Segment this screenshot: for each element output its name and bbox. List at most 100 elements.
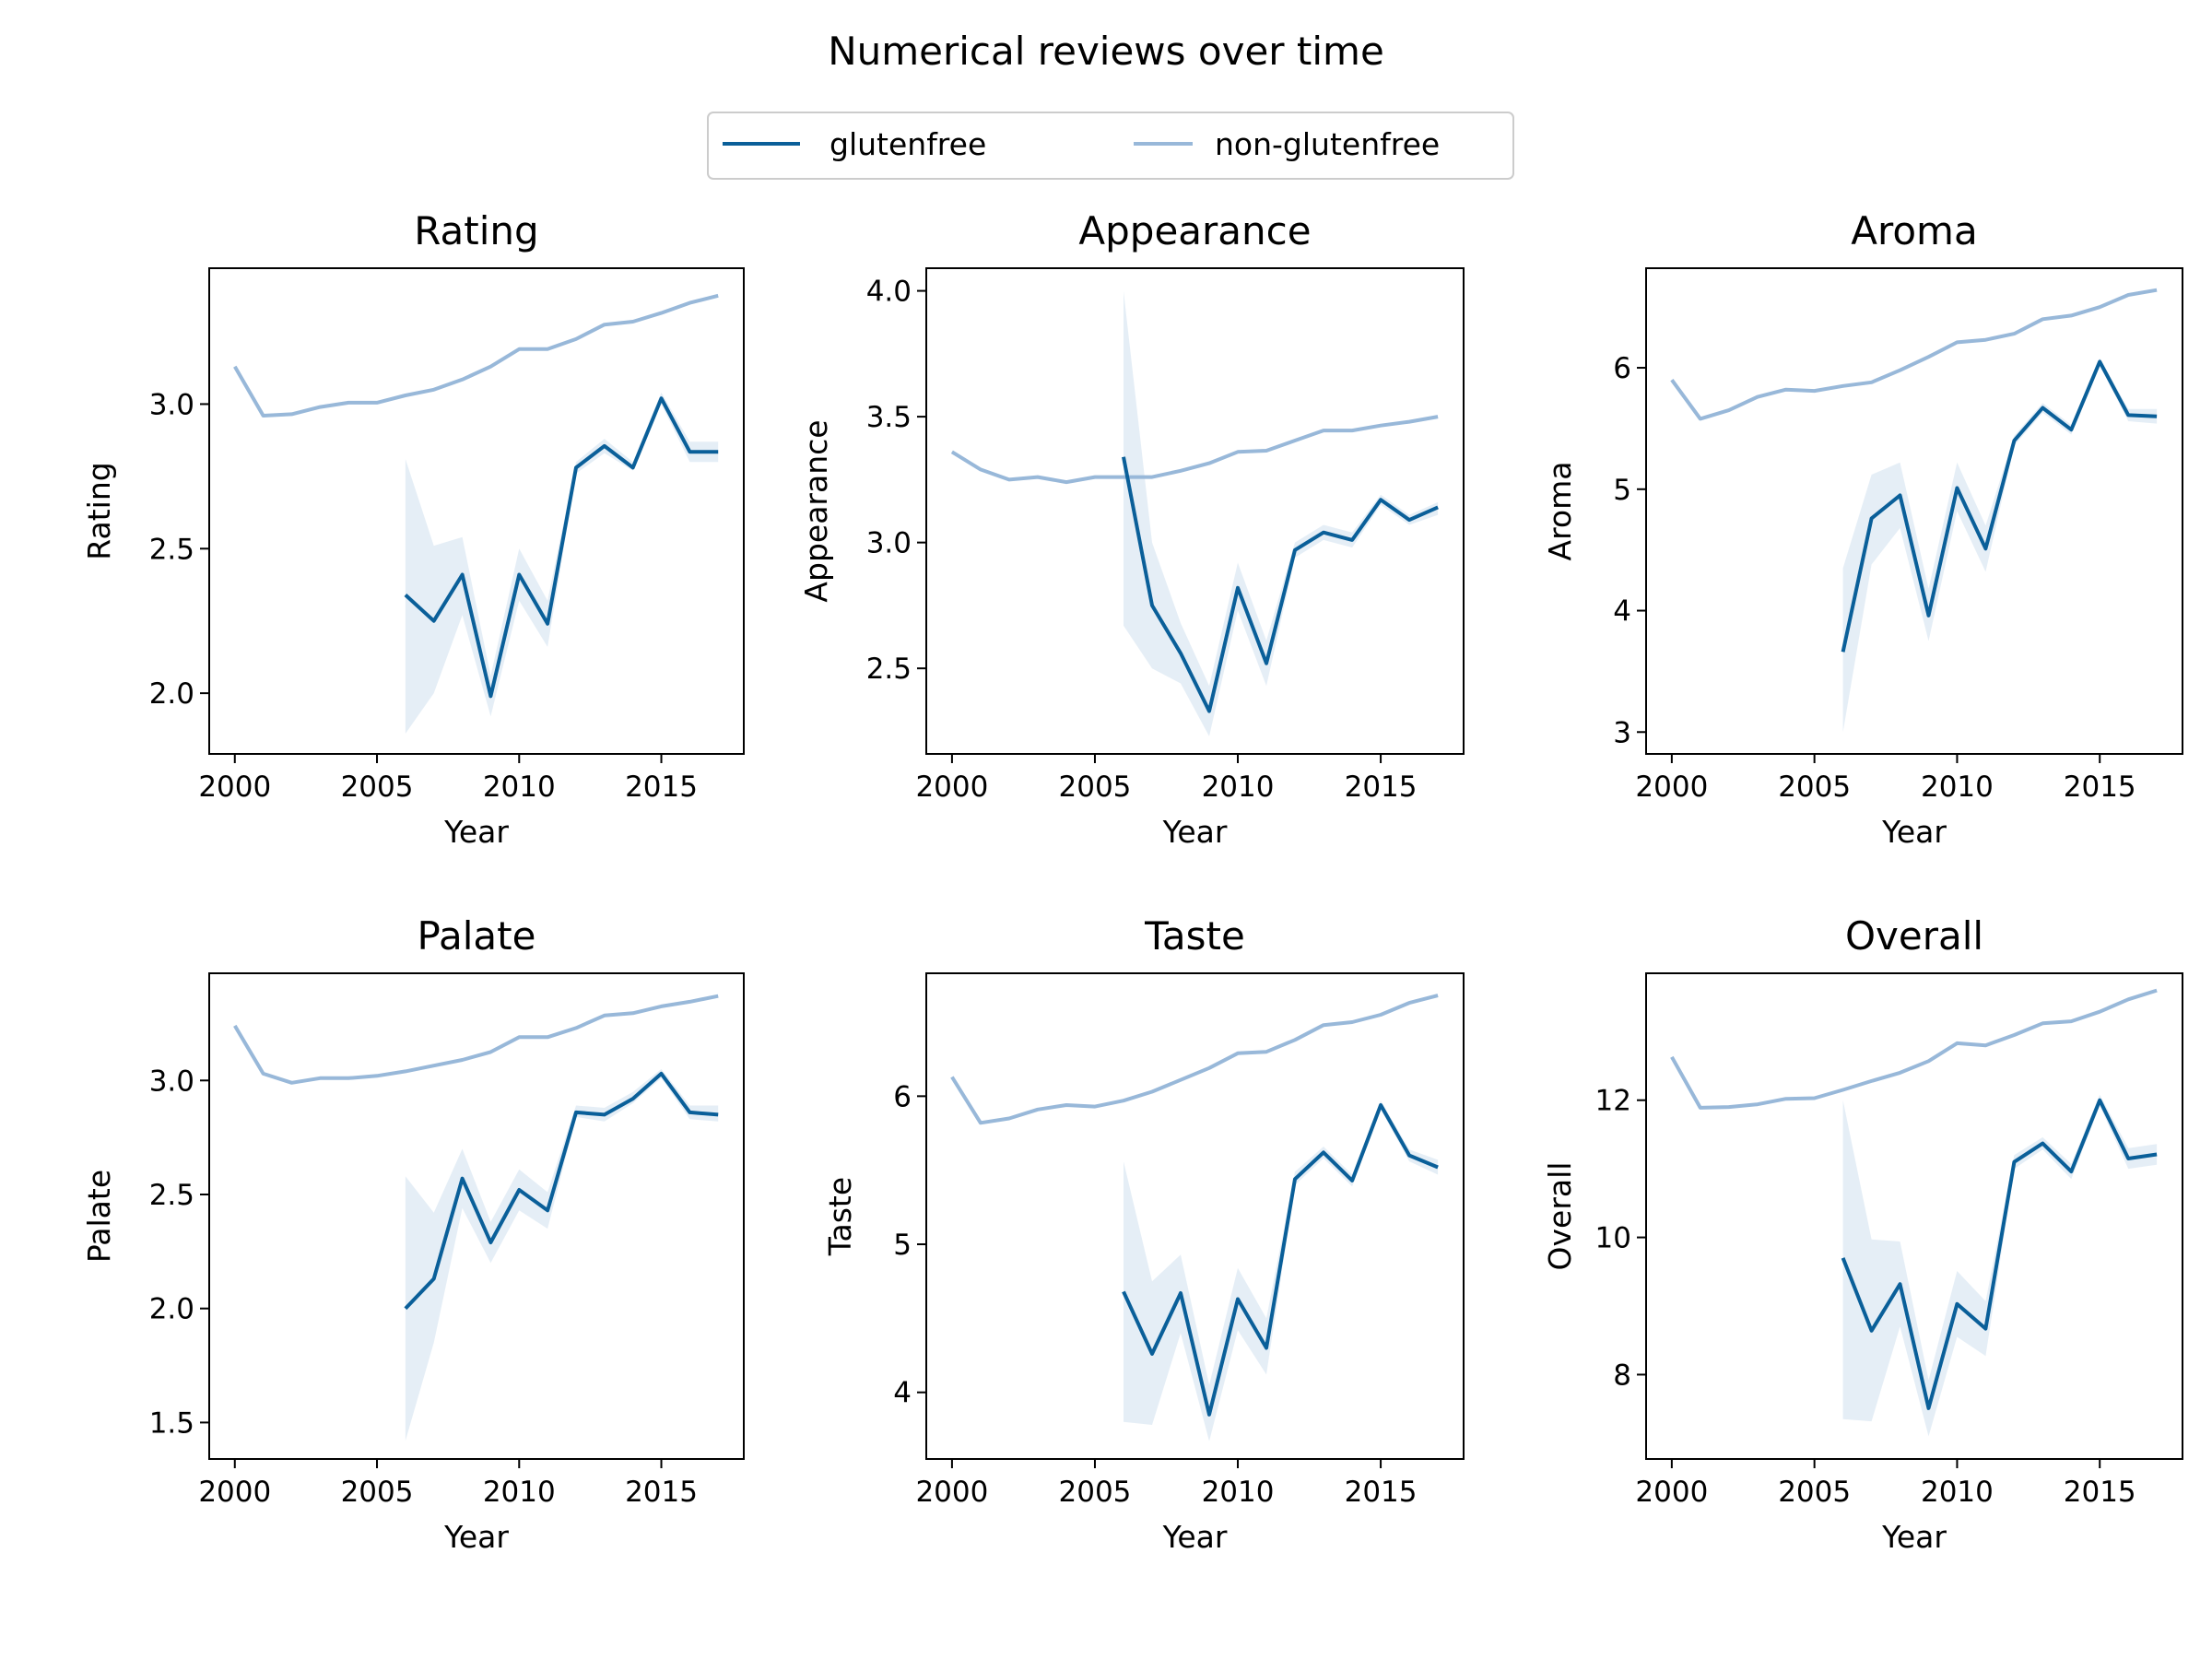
legend: glutenfree non-glutenfree — [707, 112, 1514, 180]
y-tick-label: 6 — [1613, 352, 1631, 385]
x-tick-label: 2005 — [1778, 1476, 1851, 1509]
subplot-title: Rating — [414, 208, 538, 253]
y-tick-label: 3.5 — [866, 401, 912, 434]
subplot-title: Taste — [1144, 913, 1245, 959]
x-tick-label: 2015 — [1345, 771, 1418, 804]
axes-frame — [208, 267, 745, 755]
plot-area — [233, 293, 719, 734]
y-tick-label: 2.0 — [149, 677, 194, 711]
x-tick-label: 2000 — [915, 1476, 988, 1509]
plot-area — [950, 994, 1439, 1441]
y-axis-label: Appearance — [798, 419, 834, 602]
glutenfree-line — [1122, 1103, 1439, 1417]
axes-frame — [1645, 267, 2183, 755]
x-tick-label: 2010 — [1921, 771, 1994, 804]
x-tick-label: 2010 — [483, 771, 556, 804]
x-tick-label: 2010 — [1202, 771, 1275, 804]
x-tick-label: 2005 — [1778, 771, 1851, 804]
x-tick-label: 2010 — [1921, 1476, 1994, 1509]
x-tick-label: 2005 — [1059, 771, 1132, 804]
x-tick-label: 2015 — [625, 1476, 698, 1509]
x-tick-label: 2005 — [1059, 1476, 1132, 1509]
y-axis-label: Taste — [822, 1177, 858, 1256]
subplot-overall: 2000 2005 2010 2015 8 10 12 Overall Year Overall — [1542, 913, 2183, 1555]
axes-frame — [208, 972, 745, 1460]
non-glutenfree-line — [950, 994, 1439, 1125]
x-tick-label: 2000 — [198, 1476, 271, 1509]
axes-frame — [925, 972, 1465, 1460]
axes-frame — [1645, 972, 2183, 1460]
y-tick-label: 8 — [1613, 1359, 1631, 1392]
x-tick-label: 2000 — [915, 771, 988, 804]
plot-area — [1670, 988, 2158, 1437]
x-axis-label: Year — [443, 814, 509, 850]
x-tick-label: 2005 — [341, 771, 414, 804]
y-axis-label: Overall — [1542, 1162, 1578, 1271]
y-tick-label: 2.0 — [149, 1293, 194, 1326]
plot-area — [233, 994, 719, 1441]
glutenfree-confidence-band — [1842, 1094, 2158, 1437]
subplot-aroma: 2000 2005 2010 2015 3 4 5 6 Aroma Year Aroma — [1542, 208, 2183, 850]
legend-label-non-glutenfree: non-glutenfree — [1215, 126, 1440, 162]
glutenfree-confidence-band — [1124, 290, 1439, 736]
subplot-palate: 2000 2005 2010 2015 1.5 2.0 2.5 3.0 Palate Year Pa… — [81, 913, 745, 1555]
x-axis-label: Year — [1881, 814, 1947, 850]
x-tick-label: 2010 — [483, 1476, 556, 1509]
y-tick-label: 12 — [1595, 1085, 1631, 1118]
x-tick-label: 2015 — [2064, 1476, 2136, 1509]
x-axis-label: Year — [1162, 1519, 1228, 1555]
y-tick-label: 5 — [893, 1229, 912, 1262]
figure-title: Numerical reviews over time — [828, 29, 1384, 74]
non-glutenfree-line — [950, 415, 1439, 485]
y-axis-label: Rating — [81, 462, 117, 559]
x-axis-label: Year — [1162, 814, 1228, 850]
x-tick-label: 2000 — [1635, 1476, 1708, 1509]
y-tick-label: 5 — [1613, 474, 1631, 507]
glutenfree-line — [1841, 1098, 2158, 1410]
non-glutenfree-line — [1670, 288, 2158, 421]
x-tick-label: 2000 — [1635, 771, 1708, 804]
y-axis-label: Aroma — [1542, 462, 1578, 561]
glutenfree-line — [1841, 359, 2158, 653]
subplot-grid: 2000 2005 2010 2015 2.0 2.5 3.0 Rating Year Ratin… — [81, 208, 2183, 1555]
y-tick-label: 4 — [1613, 595, 1631, 629]
y-tick-label: 3 — [1613, 716, 1631, 749]
y-tick-label: 2.5 — [866, 653, 912, 686]
x-tick-label: 2015 — [625, 771, 698, 804]
non-glutenfree-line — [1670, 988, 2158, 1110]
subplot-appearance: 2000 2005 2010 2015 2.5 3.0 3.5 4.0 Appearance Ye… — [798, 208, 1465, 850]
y-tick-label: 4.0 — [866, 276, 912, 309]
y-tick-label: 10 — [1595, 1222, 1631, 1255]
glutenfree-line — [1122, 456, 1439, 713]
x-tick-label: 2010 — [1202, 1476, 1275, 1509]
x-axis-label: Year — [443, 1519, 509, 1555]
y-tick-label: 2.5 — [149, 1179, 194, 1212]
y-tick-label: 4 — [893, 1377, 912, 1410]
y-axis-label: Palate — [81, 1170, 117, 1263]
subplot-title: Appearance — [1078, 208, 1311, 253]
non-glutenfree-line — [233, 293, 719, 418]
x-tick-label: 2015 — [2064, 771, 2136, 804]
glutenfree-confidence-band — [1842, 358, 2158, 733]
y-tick-label: 3.0 — [149, 1065, 194, 1098]
glutenfree-line — [404, 396, 719, 699]
subplot-rating: 2000 2005 2010 2015 2.0 2.5 3.0 Rating Year Ratin… — [81, 208, 745, 850]
x-axis-label: Year — [1881, 1519, 1947, 1555]
plot-area — [950, 290, 1439, 736]
legend-frame — [707, 112, 1514, 180]
y-tick-label: 3.0 — [866, 527, 912, 560]
axes-frame — [925, 267, 1465, 755]
plot-area — [1670, 288, 2158, 733]
glutenfree-confidence-band — [405, 392, 719, 734]
subplot-title: Aroma — [1851, 208, 1977, 253]
x-tick-label: 2005 — [341, 1476, 414, 1509]
y-tick-label: 2.5 — [149, 533, 194, 566]
y-tick-label: 6 — [893, 1080, 912, 1113]
x-tick-label: 2015 — [1345, 1476, 1418, 1509]
subplot-title: Palate — [418, 913, 536, 959]
x-tick-label: 2000 — [198, 771, 271, 804]
y-tick-label: 3.0 — [149, 388, 194, 421]
non-glutenfree-line — [233, 994, 719, 1085]
glutenfree-line — [404, 1071, 719, 1311]
